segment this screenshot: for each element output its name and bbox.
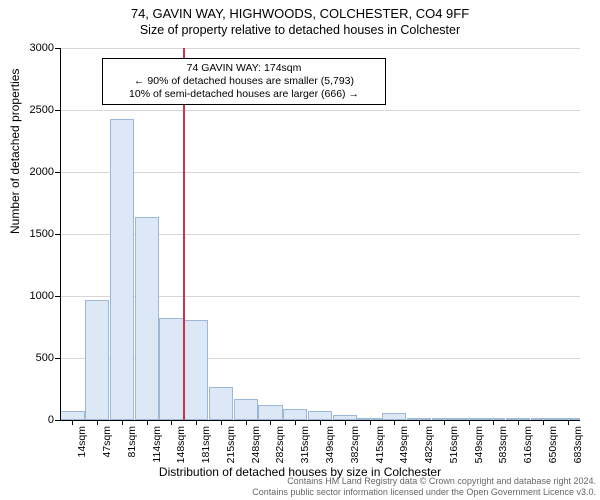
- histogram-bar: [234, 399, 258, 420]
- x-tick-label: 549sqm: [473, 426, 485, 463]
- x-tick-label: 650sqm: [547, 426, 559, 463]
- histogram-bar: [85, 300, 109, 420]
- y-tick-label: 2000: [14, 166, 54, 178]
- x-tick-label: 349sqm: [324, 426, 336, 463]
- x-tick-label: 282sqm: [274, 426, 286, 463]
- x-tick-label: 14sqm: [76, 426, 88, 458]
- x-tick-label: 616sqm: [522, 426, 534, 463]
- chart-title-block: 74, GAVIN WAY, HIGHWOODS, COLCHESTER, CO…: [0, 0, 600, 37]
- footer-attribution: Contains HM Land Registry data © Crown c…: [0, 476, 600, 498]
- grid-line: [60, 172, 580, 173]
- x-tick-label: 215sqm: [225, 426, 237, 463]
- x-tick-label: 449sqm: [398, 426, 410, 463]
- x-tick-label: 248sqm: [250, 426, 262, 463]
- grid-line: [60, 110, 580, 111]
- histogram-bar: [209, 387, 233, 420]
- y-tick-label: 2500: [14, 104, 54, 116]
- x-tick-label: 181sqm: [200, 426, 212, 463]
- x-axis-line: [60, 420, 580, 421]
- histogram-bar: [159, 318, 183, 420]
- y-tick-label: 3000: [14, 42, 54, 54]
- title-address: 74, GAVIN WAY, HIGHWOODS, COLCHESTER, CO…: [0, 6, 600, 21]
- histogram-bar: [135, 217, 159, 420]
- histogram-bar: [308, 411, 332, 420]
- y-axis-line: [60, 48, 61, 420]
- x-tick-label: 382sqm: [349, 426, 361, 463]
- x-tick-label: 482sqm: [423, 426, 435, 463]
- y-axis-title: Number of detached properties: [8, 69, 22, 234]
- histogram-bar: [184, 320, 208, 420]
- plot-region: 05001000150020002500300014sqm47sqm81sqm1…: [60, 48, 580, 420]
- x-tick-label: 516sqm: [448, 426, 460, 463]
- histogram-bar: [382, 413, 406, 420]
- y-tick-label: 500: [14, 352, 54, 364]
- x-tick-label: 114sqm: [151, 426, 163, 463]
- x-tick-label: 415sqm: [374, 426, 386, 463]
- footer-line1: Contains HM Land Registry data © Crown c…: [0, 476, 596, 487]
- x-tick-label: 583sqm: [497, 426, 509, 463]
- grid-line: [60, 48, 580, 49]
- property-info-box: 74 GAVIN WAY: 174sqm← 90% of detached ho…: [102, 58, 386, 105]
- info-box-line: ← 90% of detached houses are smaller (5,…: [109, 75, 379, 88]
- info-box-line: 10% of semi-detached houses are larger (…: [109, 88, 379, 101]
- y-tick-label: 1500: [14, 228, 54, 240]
- x-tick-label: 315sqm: [299, 426, 311, 463]
- chart-area: 05001000150020002500300014sqm47sqm81sqm1…: [60, 48, 580, 420]
- y-tick-label: 0: [14, 414, 54, 426]
- y-tick-label: 1000: [14, 290, 54, 302]
- histogram-bar: [110, 119, 134, 420]
- footer-line2: Contains public sector information licen…: [0, 487, 596, 498]
- title-subtitle: Size of property relative to detached ho…: [0, 23, 600, 37]
- x-tick-label: 47sqm: [101, 426, 113, 458]
- histogram-bar: [283, 409, 307, 420]
- info-box-line: 74 GAVIN WAY: 174sqm: [109, 62, 379, 75]
- x-tick-label: 148sqm: [175, 426, 187, 463]
- histogram-bar: [60, 411, 84, 420]
- x-tick-label: 81sqm: [126, 426, 138, 458]
- histogram-bar: [258, 405, 282, 420]
- x-tick-label: 683sqm: [572, 426, 584, 463]
